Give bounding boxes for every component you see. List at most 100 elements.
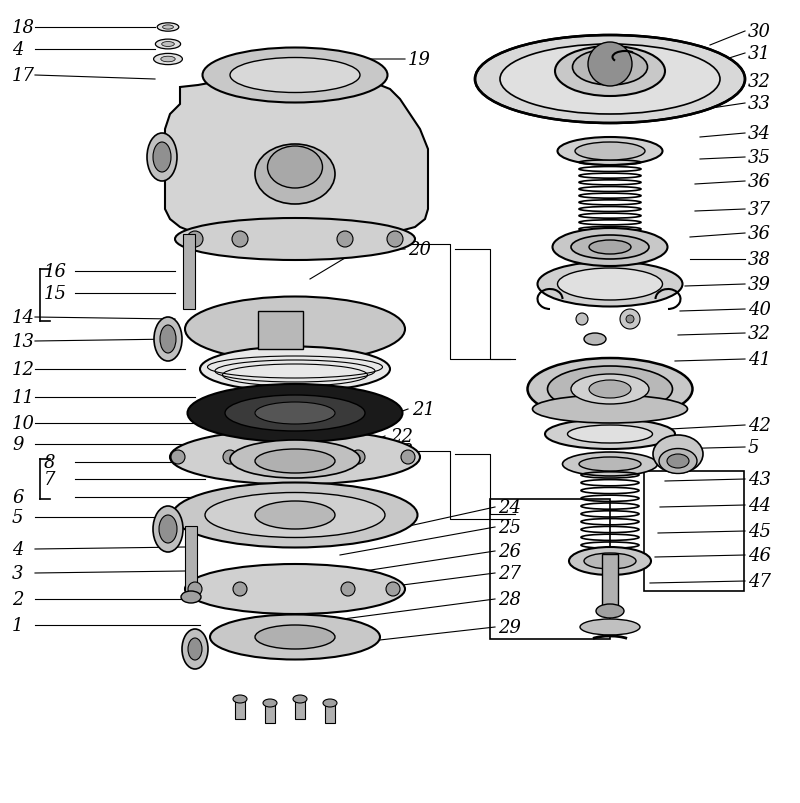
Ellipse shape	[500, 45, 720, 115]
Ellipse shape	[159, 516, 177, 544]
Text: 38: 38	[748, 251, 771, 269]
Ellipse shape	[170, 430, 420, 485]
Ellipse shape	[545, 419, 675, 450]
Text: 6: 6	[12, 488, 23, 507]
Bar	[490, 499, 610, 639]
Bar	[265, 703, 275, 723]
Ellipse shape	[475, 36, 745, 124]
Ellipse shape	[527, 359, 693, 421]
Circle shape	[626, 316, 634, 324]
Ellipse shape	[573, 50, 647, 86]
Ellipse shape	[571, 374, 649, 405]
Ellipse shape	[205, 493, 385, 538]
Ellipse shape	[160, 325, 176, 353]
Ellipse shape	[589, 381, 631, 398]
Text: 16: 16	[44, 263, 67, 281]
Circle shape	[233, 582, 247, 597]
Text: 36: 36	[748, 173, 771, 191]
Ellipse shape	[187, 385, 402, 442]
Ellipse shape	[569, 548, 651, 575]
Text: 2: 2	[12, 590, 23, 608]
Text: 17: 17	[12, 67, 35, 85]
Text: 21: 21	[412, 401, 435, 418]
Bar	[235, 699, 245, 719]
Ellipse shape	[323, 699, 337, 707]
Text: 33: 33	[748, 95, 771, 113]
Ellipse shape	[533, 396, 687, 423]
Bar	[644, 471, 744, 591]
Text: 28: 28	[498, 590, 521, 608]
Circle shape	[187, 232, 203, 247]
Ellipse shape	[255, 402, 335, 425]
Ellipse shape	[153, 507, 183, 552]
Ellipse shape	[154, 318, 182, 361]
Ellipse shape	[547, 366, 673, 413]
Ellipse shape	[263, 699, 277, 707]
Text: 24: 24	[498, 499, 521, 516]
Circle shape	[588, 43, 632, 87]
Text: 1: 1	[12, 616, 23, 634]
Ellipse shape	[182, 630, 208, 669]
Circle shape	[401, 450, 415, 464]
Circle shape	[171, 450, 185, 464]
Text: 46: 46	[748, 546, 771, 565]
Circle shape	[576, 314, 588, 325]
Text: 37: 37	[748, 201, 771, 218]
Ellipse shape	[157, 24, 179, 32]
Circle shape	[386, 582, 400, 597]
Text: 40: 40	[748, 300, 771, 319]
Ellipse shape	[567, 426, 653, 443]
Text: 25: 25	[498, 519, 521, 536]
Bar	[185, 526, 197, 594]
Circle shape	[188, 582, 202, 597]
Ellipse shape	[571, 236, 649, 259]
Ellipse shape	[188, 638, 202, 660]
Text: 5: 5	[12, 508, 23, 526]
Ellipse shape	[584, 333, 606, 345]
Ellipse shape	[584, 553, 636, 569]
Text: 41: 41	[748, 351, 771, 369]
Text: 4: 4	[12, 540, 23, 558]
Ellipse shape	[181, 591, 201, 603]
Text: 32: 32	[748, 324, 771, 343]
Ellipse shape	[202, 48, 387, 104]
Text: 39: 39	[748, 275, 771, 294]
Ellipse shape	[580, 619, 640, 635]
Text: 14: 14	[12, 308, 35, 327]
Circle shape	[341, 582, 355, 597]
Text: 13: 13	[12, 332, 35, 351]
Ellipse shape	[653, 435, 703, 474]
Ellipse shape	[255, 450, 335, 474]
Text: 26: 26	[498, 542, 521, 560]
Text: 12: 12	[12, 361, 35, 378]
Text: 27: 27	[498, 565, 521, 582]
Circle shape	[351, 450, 365, 464]
Ellipse shape	[200, 347, 390, 392]
Text: 42: 42	[748, 417, 771, 434]
Text: 32: 32	[748, 73, 771, 91]
Text: 11: 11	[12, 389, 35, 406]
Text: 22: 22	[390, 427, 413, 446]
Ellipse shape	[555, 47, 665, 97]
Ellipse shape	[162, 43, 174, 47]
Bar	[325, 703, 335, 723]
Ellipse shape	[210, 615, 380, 660]
Text: 44: 44	[748, 496, 771, 515]
Ellipse shape	[175, 218, 415, 261]
Text: 34: 34	[748, 124, 771, 143]
Ellipse shape	[230, 59, 360, 93]
Ellipse shape	[558, 269, 662, 300]
Ellipse shape	[596, 604, 624, 618]
Text: 19: 19	[408, 51, 431, 69]
Text: 36: 36	[748, 225, 771, 243]
Text: 8: 8	[44, 454, 55, 471]
Text: 31: 31	[748, 45, 771, 63]
Ellipse shape	[185, 565, 405, 614]
Text: 18: 18	[12, 19, 35, 37]
Text: 30: 30	[748, 23, 771, 41]
Text: 35: 35	[748, 149, 771, 167]
Ellipse shape	[553, 229, 667, 267]
Circle shape	[223, 450, 237, 464]
Text: 20: 20	[408, 241, 431, 259]
Text: 29: 29	[498, 618, 521, 636]
